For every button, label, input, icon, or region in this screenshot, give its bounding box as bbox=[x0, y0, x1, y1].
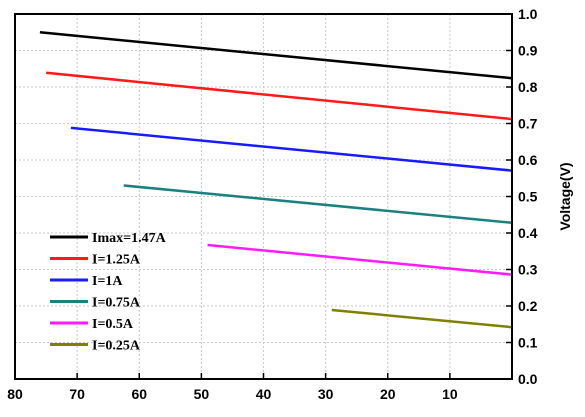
y-tick-label: 0.0 bbox=[518, 371, 538, 387]
x-tick-label: 70 bbox=[69, 386, 85, 402]
y-tick-label: 0.2 bbox=[518, 298, 538, 314]
x-tick-label: 10 bbox=[442, 386, 458, 402]
x-tick-label: 40 bbox=[256, 386, 272, 402]
series-line-4 bbox=[123, 184, 513, 225]
x-tick-label: 50 bbox=[194, 386, 210, 402]
series-lines bbox=[39, 31, 513, 329]
y-tick-label: 1.0 bbox=[518, 6, 538, 22]
y-tick-label: 0.5 bbox=[518, 189, 538, 205]
y-tick-label: 0.9 bbox=[518, 43, 538, 59]
x-tick-label: 20 bbox=[380, 386, 396, 402]
y-tick-label: 0.6 bbox=[518, 152, 538, 168]
y-axis-title: Voltage(V) bbox=[557, 162, 573, 230]
series-line-6 bbox=[331, 308, 513, 329]
y-tick-label: 0.8 bbox=[518, 79, 538, 95]
legend-label: I=0.25A bbox=[92, 339, 141, 354]
legend-label: I=1A bbox=[92, 274, 123, 289]
legend-label: Imax=1.47A bbox=[92, 231, 167, 246]
legend-label: I=0.75A bbox=[92, 296, 141, 311]
y-tick-label: 0.7 bbox=[518, 116, 538, 132]
grid-lines bbox=[15, 14, 512, 379]
series-line-2 bbox=[45, 71, 513, 121]
x-tick-label: 30 bbox=[318, 386, 334, 402]
legend-label: I=1.25A bbox=[92, 253, 141, 268]
series-line-3 bbox=[70, 126, 513, 172]
legend: Imax=1.47A I=1.25A I=1A I=0.75A I=0.5A I=0.25… bbox=[50, 231, 167, 354]
x-tick-label: 80 bbox=[7, 386, 23, 402]
axis-ticks: 80 70 60 50 40 30 20 10 0.0 0.1 0.2 0.3 0.4 0.5 0.6 0.7… bbox=[7, 6, 537, 402]
x-tick-label: 60 bbox=[131, 386, 147, 402]
y-tick-label: 0.4 bbox=[518, 225, 538, 241]
legend-label: I=0.5A bbox=[92, 317, 134, 332]
y-tick-label: 0.3 bbox=[518, 262, 538, 278]
series-line-5 bbox=[207, 243, 513, 276]
y-tick-label: 0.1 bbox=[518, 335, 538, 351]
series-line-1 bbox=[39, 31, 513, 80]
